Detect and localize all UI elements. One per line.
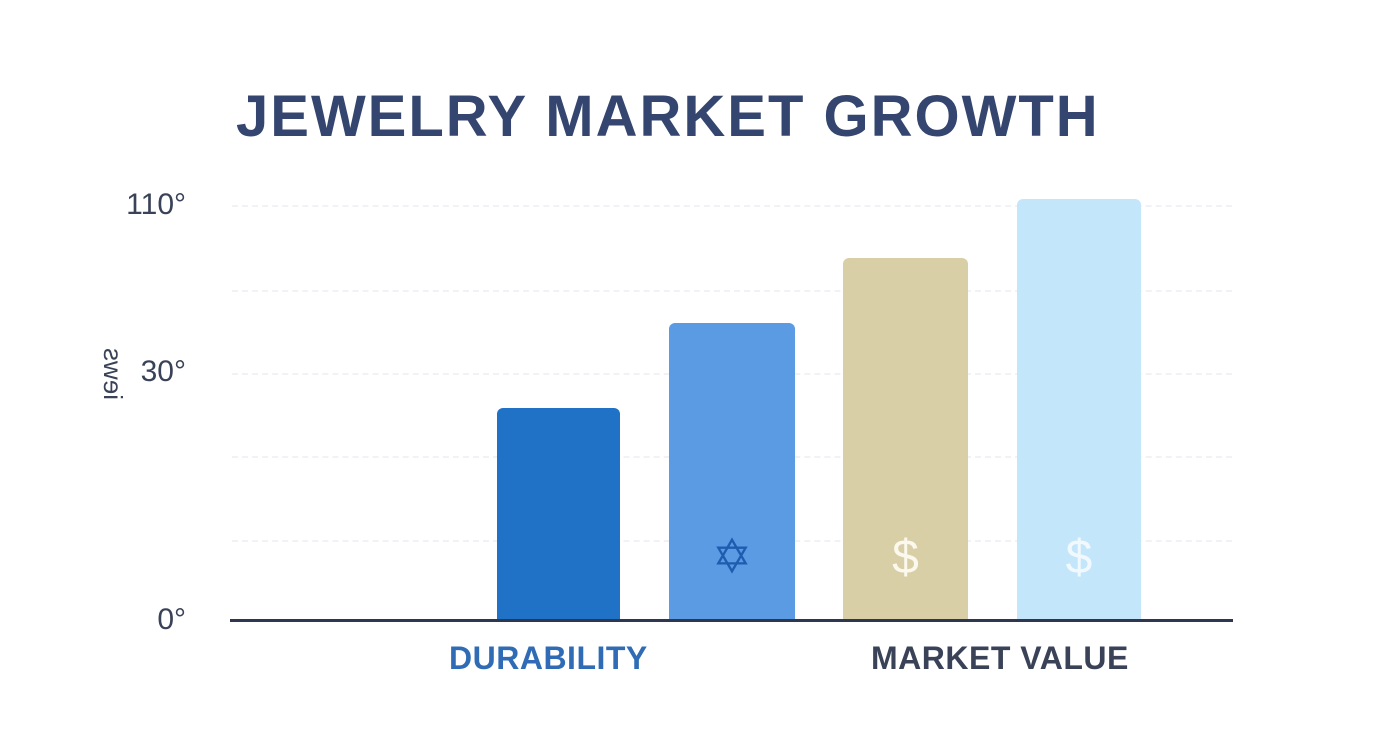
x-label-durability: DURABILITY (449, 640, 648, 676)
star-of-david-icon: ✡ (711, 531, 753, 584)
gridline (232, 290, 1232, 292)
y-tick-30: 30° (140, 355, 186, 388)
y-tick-110: 110° (126, 188, 186, 221)
y-axis-label: iews (98, 347, 128, 400)
chart-title: JEWELRY MARKET GROWTH (236, 84, 1100, 149)
dollar-sign-icon: $ (892, 531, 919, 584)
x-axis-line (230, 619, 1233, 622)
bar-1 (497, 408, 620, 620)
gridline (232, 205, 1232, 207)
dollar-sign-icon: $ (1065, 531, 1093, 584)
x-label-market-value: MARKET VALUE (871, 640, 1129, 676)
bar-2: ✡ (669, 323, 795, 620)
bar-4: $ (1017, 199, 1141, 620)
y-tick-0: 0° (157, 603, 186, 636)
bar-3: $ (843, 258, 968, 620)
